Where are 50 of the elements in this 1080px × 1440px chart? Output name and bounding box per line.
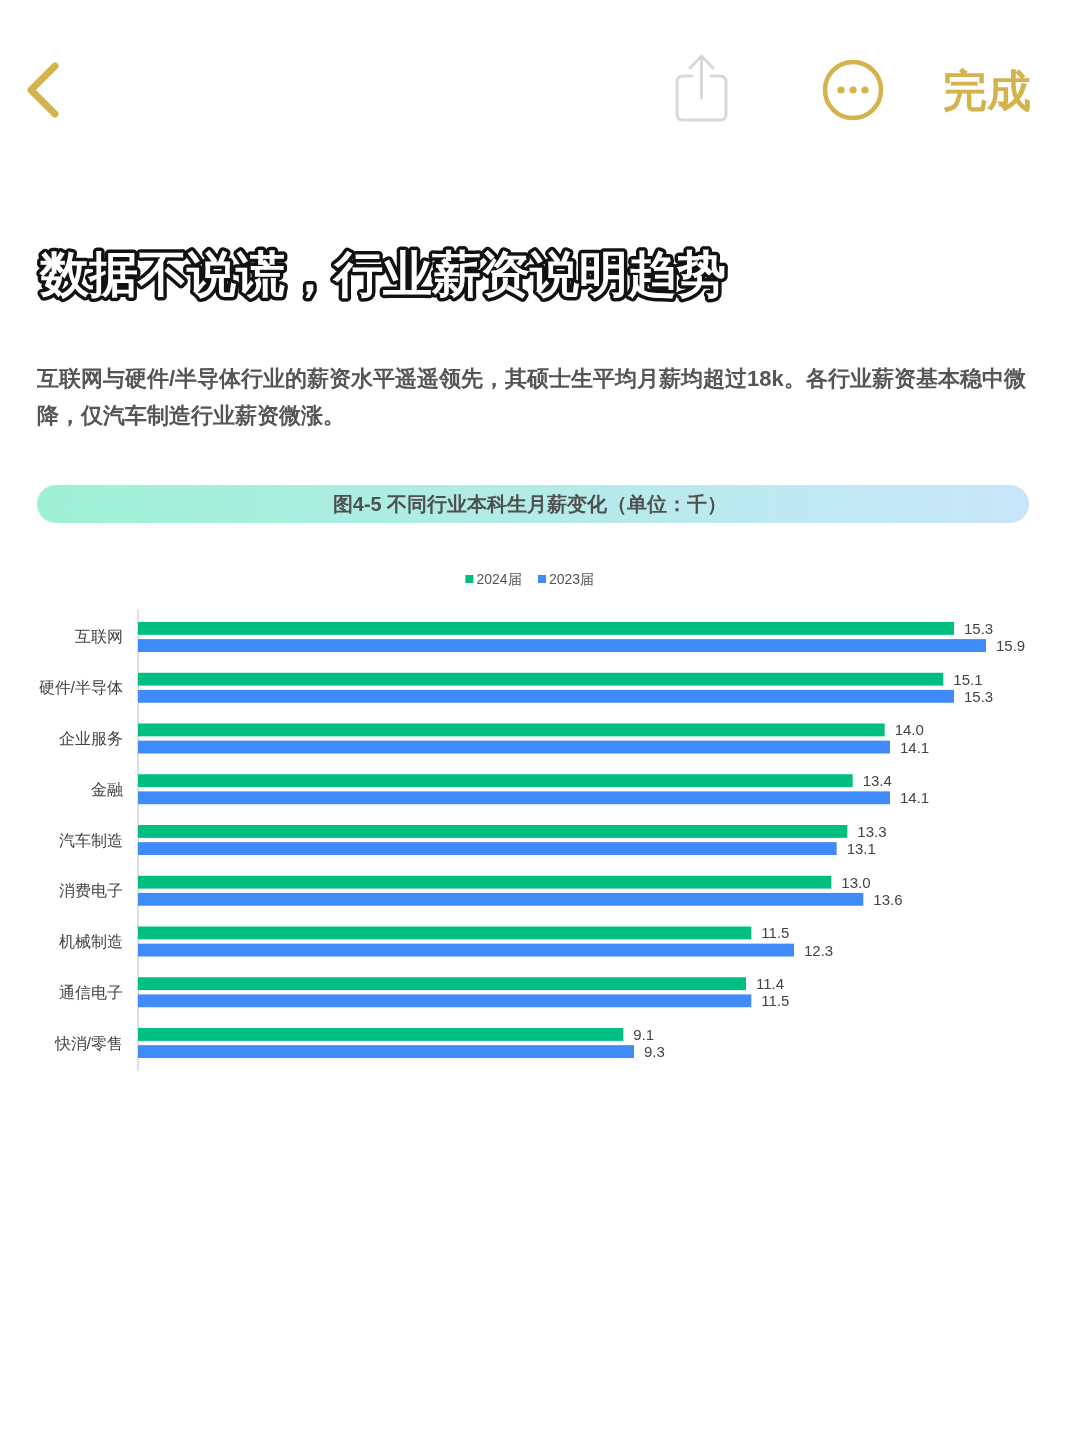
y-tick-label: 金融: [91, 780, 123, 798]
data-label: 9.3: [644, 1043, 665, 1061]
y-tick-label: 快消/零售: [53, 1034, 123, 1052]
data-label: 13.1: [846, 840, 876, 858]
bar: [138, 672, 944, 686]
y-tick-label: 企业服务: [59, 729, 123, 747]
bar: [138, 994, 752, 1008]
data-label: 15.3: [964, 687, 994, 705]
y-tick-label: 消费电子: [59, 882, 123, 900]
bar: [138, 943, 794, 957]
bar: [138, 723, 885, 737]
chart-title: 图4-5 不同行业本科生月薪变化（单位：千）: [332, 493, 728, 515]
bar: [138, 689, 954, 703]
data-label: 15.3: [964, 619, 994, 637]
bar: [138, 977, 746, 991]
data-label: 13.4: [862, 772, 892, 790]
y-tick-label: 汽车制造: [59, 831, 123, 849]
text: 完成: [943, 66, 1031, 115]
data-label: 12.3: [804, 941, 834, 959]
data-label: 13.6: [873, 890, 903, 908]
y-tick-label: 互联网: [75, 628, 123, 646]
bar: [138, 1045, 634, 1059]
bar: [138, 926, 752, 940]
data-label: 9.1: [633, 1025, 655, 1043]
bar: [138, 842, 837, 855]
bar: [138, 825, 848, 838]
bar: [138, 740, 890, 754]
legend-label: 2024届: [476, 571, 522, 587]
bar: [138, 639, 986, 652]
bar: [138, 892, 864, 906]
bar: [138, 621, 954, 635]
y-tick-label: 机械制造: [59, 933, 123, 951]
bar: [138, 875, 832, 889]
bar: [138, 1028, 624, 1041]
text: 互联网与硬件/半导体行业的薪资水平遥遥领先，其硕士生平均月薪均超过18k。各行业薪资基本稳中微降，仅汽车制造行业薪资微涨。: [36, 366, 1027, 428]
data-label: 15.9: [996, 637, 1026, 655]
bar: [138, 774, 853, 788]
data-label: 13.0: [841, 873, 871, 891]
legend-label: 2023届: [549, 571, 595, 587]
data-label: 15.1: [953, 670, 983, 688]
data-label: 13.3: [857, 822, 887, 840]
data-label: 14.1: [900, 789, 930, 807]
data-label: 14.0: [894, 721, 924, 739]
y-tick-label: 通信电子: [59, 983, 123, 1001]
data-label: 11.4: [756, 975, 785, 993]
y-tick-label: 硬件/半导体: [38, 679, 123, 697]
data-label: 11.5: [761, 992, 790, 1010]
data-label: 11.5: [761, 924, 790, 942]
data-label: 14.1: [900, 738, 930, 756]
bar: [138, 791, 890, 805]
